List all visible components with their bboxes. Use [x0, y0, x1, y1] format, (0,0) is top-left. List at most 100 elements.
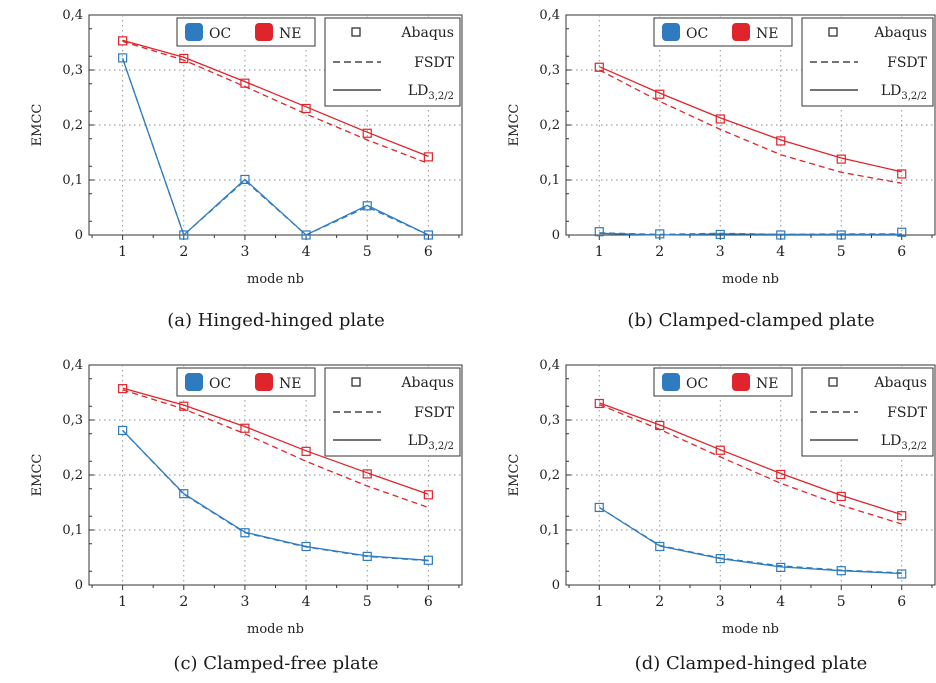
legend-label-ld-sub: 3,2/2: [428, 441, 454, 452]
legend-label-oc: OC: [686, 26, 708, 42]
caption-d: (d) Clamped-hinged plate: [634, 653, 868, 674]
y-axis-label: EMCC: [507, 454, 522, 497]
x-tick-label: 5: [837, 244, 846, 260]
legend-label-ld-main: LD: [881, 83, 902, 99]
x-tick-label: 6: [424, 594, 433, 610]
y-tick-label: 0,3: [539, 413, 560, 428]
y-tick-label: 0,4: [62, 358, 83, 373]
marker-ne-abaqus: [715, 445, 725, 455]
legend-label-ld: LD3,2/2: [881, 433, 927, 452]
legend-swatch-ne: [255, 23, 273, 41]
legend-label-ld: LD3,2/2: [408, 433, 454, 452]
legend-marker-abaqus: [828, 27, 838, 37]
y-tick-label: 0,3: [62, 413, 83, 428]
x-tick-label: 1: [118, 244, 127, 260]
x-tick-label: 2: [179, 594, 188, 610]
legend-label-ld: LD3,2/2: [881, 83, 927, 102]
panel-d: 0 0,1 0,2 0,3 0,4 1 2 3 4 5 6 mode nb EMCC OC NE Abaqus…: [507, 358, 936, 637]
panel-c: 0 0,1 0,2 0,3 0,4 1 2 3 4 5 6 mode nb EMCC OC NE Abaqus…: [30, 358, 463, 637]
x-tick-label: 6: [897, 594, 906, 610]
x-tick-label: 2: [179, 244, 188, 260]
x-tick-label: 5: [363, 594, 372, 610]
legend-label-ld: LD3,2/2: [408, 83, 454, 102]
x-axis-label: mode nb: [247, 622, 304, 637]
legend-label-ld-sub: 3,2/2: [428, 91, 454, 102]
marker-ne-abaqus: [897, 169, 907, 179]
y-axis-label: EMCC: [30, 454, 45, 497]
x-tick-label: 3: [716, 594, 725, 610]
marker-ne-abaqus: [594, 398, 604, 409]
legend-label-ld-main: LD: [408, 433, 429, 449]
legend-label-abaqus: Abaqus: [400, 25, 454, 41]
panel-a: 0 0,1 0,2 0,3 0,4 1 2 3 4 5 6 mode nb EMCC OC NE Abaqus…: [30, 8, 463, 287]
x-tick-label: 4: [302, 594, 311, 610]
series-ne-fsdt: [122, 40, 429, 165]
y-tick-label: 0,2: [62, 118, 83, 133]
legend-label-ld-main: LD: [408, 83, 429, 99]
legend-label-ne: NE: [756, 376, 778, 392]
legend-marker-abaqus: [351, 27, 361, 37]
x-tick-label: 4: [302, 244, 311, 260]
marker-oc-abaqus: [897, 227, 907, 237]
series-ne-ld: [122, 387, 429, 495]
legend-label-abaqus: Abaqus: [873, 375, 927, 391]
x-axis-label: mode nb: [247, 272, 304, 287]
marker-ne-abaqus: [897, 511, 907, 521]
y-axis-label: EMCC: [507, 104, 522, 147]
marker-oc-abaqus: [240, 174, 250, 185]
series-oc-ld: [599, 232, 902, 236]
series-ne-fsdt: [599, 403, 902, 525]
legend-marker-abaqus: [828, 377, 838, 387]
y-tick-label: 0: [552, 228, 560, 243]
x-tick-label: 3: [240, 594, 249, 610]
y-tick-label: 0,3: [62, 63, 83, 78]
x-tick-label: 3: [716, 244, 725, 260]
legend-label-oc: OC: [686, 376, 708, 392]
legend-label-fsdt: FSDT: [414, 55, 455, 71]
marker-oc-abaqus: [179, 230, 189, 240]
legend-swatch-oc: [185, 373, 203, 391]
marker-oc-abaqus: [594, 227, 604, 237]
x-tick-label: 6: [424, 244, 433, 260]
x-tick-label: 2: [655, 594, 664, 610]
legend-swatch-ne: [255, 373, 273, 391]
y-tick-label: 0,1: [539, 523, 560, 538]
x-axis-label: mode nb: [722, 622, 779, 637]
series-ne-fsdt: [599, 69, 902, 184]
marker-oc-abaqus: [179, 489, 189, 499]
y-tick-label: 0,4: [539, 358, 560, 373]
y-tick-label: 0,1: [62, 523, 83, 538]
y-tick-label: 0: [75, 578, 83, 593]
x-tick-label: 5: [363, 244, 372, 260]
legend-swatch-oc: [185, 23, 203, 41]
y-tick-label: 0,2: [62, 468, 83, 483]
legend-label-oc: OC: [209, 376, 231, 392]
series-ne-ld: [599, 66, 902, 173]
y-tick-label: 0,1: [539, 173, 560, 188]
marker-oc-abaqus: [118, 425, 128, 436]
series-ne-ld: [599, 402, 902, 516]
caption-c: (c) Clamped-free plate: [173, 653, 379, 674]
legend-label-ld-sub: 3,2/2: [901, 91, 927, 102]
x-tick-label: 5: [837, 594, 846, 610]
panel-b: 0 0,1 0,2 0,3 0,4 1 2 3 4 5 6 mode nb EMCC OC NE Abaqus…: [507, 8, 936, 287]
marker-ne-abaqus: [301, 446, 311, 456]
legend-box-groups: [176, 367, 316, 397]
legend-label-abaqus: Abaqus: [873, 25, 927, 41]
x-tick-label: 1: [595, 244, 604, 260]
x-axis-label: mode nb: [722, 272, 779, 287]
x-tick-label: 1: [595, 594, 604, 610]
marker-oc-abaqus: [301, 230, 311, 240]
marker-oc-abaqus: [594, 502, 604, 513]
series-oc-ld: [121, 58, 429, 237]
legend-label-ne: NE: [279, 26, 301, 42]
legend-swatch-ne: [732, 23, 750, 41]
y-tick-label: 0,1: [62, 173, 83, 188]
legend-label-fsdt: FSDT: [414, 405, 455, 421]
series-ne-fsdt: [122, 389, 429, 509]
caption-b: (b) Clamped-clamped plate: [627, 310, 875, 331]
legend-swatch-oc: [662, 373, 680, 391]
legend-label-oc: OC: [209, 26, 231, 42]
